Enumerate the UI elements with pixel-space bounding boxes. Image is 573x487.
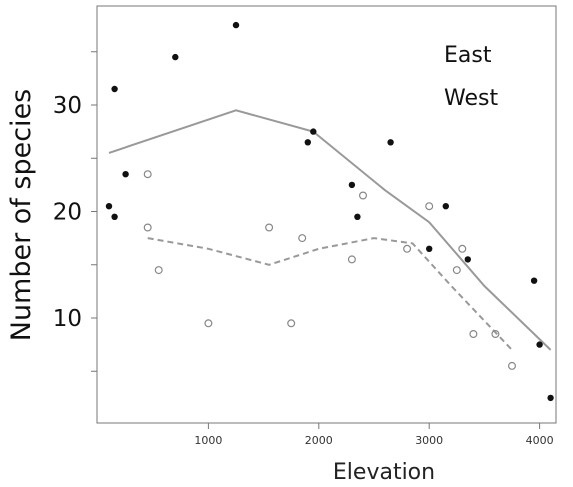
y-tick-label: 10: [53, 306, 82, 332]
east-data-point: [464, 256, 471, 263]
legend-label-west: West: [444, 86, 498, 111]
east-data-point: [232, 21, 240, 29]
x-tick-label: 1000: [194, 434, 222, 447]
legend-label-east: East: [444, 43, 492, 68]
data-points: [105, 21, 554, 402]
west-data-point: [452, 266, 461, 275]
y-tick-label: 20: [53, 200, 82, 226]
east-data-point: [426, 245, 433, 252]
east-data-point: [348, 181, 356, 189]
west-data-point: [265, 223, 274, 232]
x-tick-label: 3000: [415, 434, 443, 447]
x-tick-label: 2000: [305, 434, 333, 447]
west-data-point: [458, 244, 467, 253]
smoothed-trend-lines: [108, 109, 552, 351]
west-data-point: [425, 202, 434, 211]
east-data-point: [111, 85, 118, 93]
axis-ticks: 1000 2000 3000 4000 10 20 30: [53, 51, 554, 447]
west-data-point: [347, 255, 356, 264]
west-data-point: [491, 330, 500, 339]
east-data-point: [387, 139, 394, 146]
west-data-point: [204, 319, 213, 328]
east-trend-line: [108, 109, 552, 351]
west-data-point: [403, 244, 412, 253]
y-tick-label: 30: [53, 93, 82, 119]
east-data-point: [530, 277, 538, 284]
east-data-point: [304, 139, 311, 146]
x-axis-label: Elevation: [333, 460, 435, 485]
west-data-point: [154, 266, 163, 275]
west-data-point: [287, 319, 296, 328]
east-data-point: [536, 341, 543, 348]
east-data-point: [354, 213, 361, 220]
west-trend-line: [147, 237, 513, 351]
east-data-point: [122, 171, 129, 178]
x-tick-label: 4000: [526, 434, 554, 447]
west-data-point: [508, 361, 517, 370]
west-data-point: [469, 330, 478, 339]
west-data-point: [298, 234, 307, 243]
east-data-point: [105, 203, 113, 210]
east-data-point: [547, 394, 554, 402]
y-axis-label: Number of species: [6, 89, 37, 342]
east-data-point: [310, 128, 317, 135]
west-data-point: [143, 223, 152, 232]
east-data-point: [111, 213, 118, 220]
west-data-point: [143, 170, 152, 179]
plot-frame: [96, 5, 557, 424]
east-data-point: [172, 53, 179, 61]
west-data-point: [359, 191, 368, 200]
east-data-point: [442, 203, 449, 210]
